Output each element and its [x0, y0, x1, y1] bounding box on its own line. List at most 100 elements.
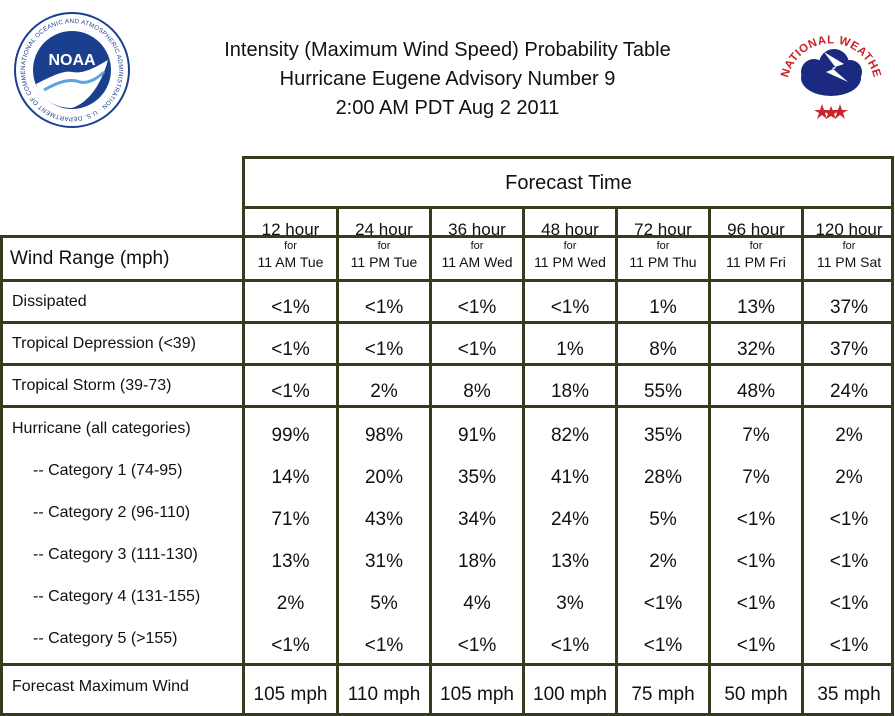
table-cell: 98% [364, 425, 404, 446]
table-cell: <1% [364, 297, 404, 318]
table-cell: <1% [364, 339, 404, 360]
row-label: Hurricane (all categories) [12, 420, 191, 437]
table-cell: 1% [649, 297, 677, 318]
page-title: Intensity (Maximum Wind Speed) Probabili… [160, 36, 735, 123]
table-cell: <1% [271, 381, 310, 402]
table-cell: <1% [736, 551, 776, 572]
table-cell: <1% [550, 635, 590, 656]
table-cell: 105 mph [440, 684, 514, 705]
table-cell: <1% [643, 593, 683, 614]
table-cell: 82% [550, 425, 590, 446]
column-header: 36 hour for 11 AM Wed [432, 209, 522, 279]
column-header-time: 11 PM Wed [534, 254, 606, 270]
row-label: -- Category 1 (74-95) [33, 462, 183, 479]
table-cell: 43% [364, 509, 404, 530]
table-cell: 37% [829, 339, 869, 360]
row-label: Dissipated [12, 293, 87, 310]
table-cell: <1% [736, 509, 776, 530]
table-cell: 34% [457, 509, 497, 530]
table-cell: <1% [364, 635, 404, 656]
table-cell: 32% [736, 339, 776, 360]
table-cell: 14% [271, 467, 310, 488]
row-label: -- Category 2 (96-110) [33, 504, 191, 521]
table-cell: <1% [271, 297, 310, 318]
column-header: 120 hour for 11 PM Sat [804, 209, 894, 279]
column-header-hour: 12 hour [261, 220, 320, 239]
table-cell: 2% [276, 593, 305, 614]
table-cell: 20% [364, 467, 404, 488]
table-cell: 2% [835, 467, 863, 488]
table-cell: 41% [550, 467, 590, 488]
table-cell: 91% [457, 425, 497, 446]
table-cell: 7% [742, 467, 770, 488]
column-header-for: for [563, 240, 577, 252]
column-header-hour: 36 hour [448, 220, 506, 239]
noaa-wordmark: NOAA [48, 52, 96, 69]
table-cell: <1% [457, 339, 497, 360]
column-header-for: for [656, 240, 670, 252]
column-header-time: 11 AM Tue [257, 254, 324, 270]
forecast-time-label: Forecast Time [505, 172, 632, 194]
table-cell: <1% [271, 339, 310, 360]
column-divider [708, 206, 711, 716]
column-header-time: 11 PM Fri [726, 254, 786, 270]
table-cell: 37% [829, 297, 869, 318]
table-cell: <1% [643, 635, 683, 656]
column-header-time: 11 PM Thu [629, 254, 697, 270]
column-header-for: for [284, 240, 297, 252]
table-cell: <1% [829, 551, 869, 572]
table-cell: 50 mph [724, 684, 788, 705]
noaa-logo: NATIONAL OCEANIC AND ATMOSPHERIC ADMINIS… [12, 7, 130, 128]
column-header: 96 hour for 11 PM Fri [711, 209, 801, 279]
column-header-for: for [749, 240, 763, 252]
table-cell: 75 mph [631, 684, 695, 705]
column-header: 72 hour for 11 PM Thu [618, 209, 708, 279]
table-cell: 5% [649, 509, 677, 530]
column-header-time: 11 PM Tue [350, 254, 418, 270]
column-header: 24 hour for 11 PM Tue [339, 209, 429, 279]
table-cell: 28% [643, 467, 683, 488]
title-line-1: Intensity (Maximum Wind Speed) Probabili… [224, 39, 671, 61]
table-cell: 100 mph [533, 684, 607, 705]
table-cell: <1% [736, 635, 776, 656]
table-cell: 3% [556, 593, 584, 614]
table-cell: 99% [271, 425, 310, 446]
table-cell: <1% [829, 593, 869, 614]
table-cell: 4% [463, 593, 491, 614]
table-cell: 13% [736, 297, 776, 318]
table-cell: 8% [649, 339, 677, 360]
row-divider [0, 321, 894, 324]
table-cell: <1% [457, 297, 497, 318]
table-cell: 110 mph [347, 684, 421, 705]
table-cell: <1% [457, 635, 497, 656]
column-header-time: 11 PM Sat [816, 254, 882, 270]
table-cell: 2% [370, 381, 398, 402]
table-cell: 5% [370, 593, 398, 614]
table-cell: 31% [364, 551, 404, 572]
title-line-2: Hurricane Eugene Advisory Number 9 [279, 68, 616, 90]
column-divider [615, 206, 618, 716]
table-cell: <1% [829, 635, 869, 656]
column-header-hour: 24 hour [355, 220, 413, 239]
forecast-time-divider [242, 206, 894, 209]
table-cell: 71% [271, 509, 310, 530]
column-header: 48 hour for 11 PM Wed [525, 209, 615, 279]
row-label: Forecast Maximum Wind [12, 678, 189, 695]
label-column-divider [242, 156, 245, 716]
table-cell: 13% [271, 551, 310, 572]
column-header-time: 11 AM Wed [441, 254, 513, 270]
table-cell: <1% [550, 297, 590, 318]
table-cell: 24% [550, 509, 590, 530]
table-cell: <1% [271, 635, 310, 656]
table-cell: 48% [736, 381, 776, 402]
row-divider [0, 663, 894, 666]
table-cell: 2% [835, 425, 863, 446]
table-cell: 24% [829, 381, 869, 402]
title-line-3: 2:00 AM PDT Aug 2 2011 [335, 97, 560, 119]
table-cell: 18% [457, 551, 497, 572]
wind-range-label: Wind Range (mph) [10, 248, 170, 269]
column-header-hour: 48 hour [541, 220, 599, 239]
column-header: 12 hour for 11 AM Tue [245, 209, 336, 279]
nws-logo: NATIONAL WEATHER SERVICE [770, 3, 888, 126]
column-header-hour: 72 hour [634, 220, 692, 239]
